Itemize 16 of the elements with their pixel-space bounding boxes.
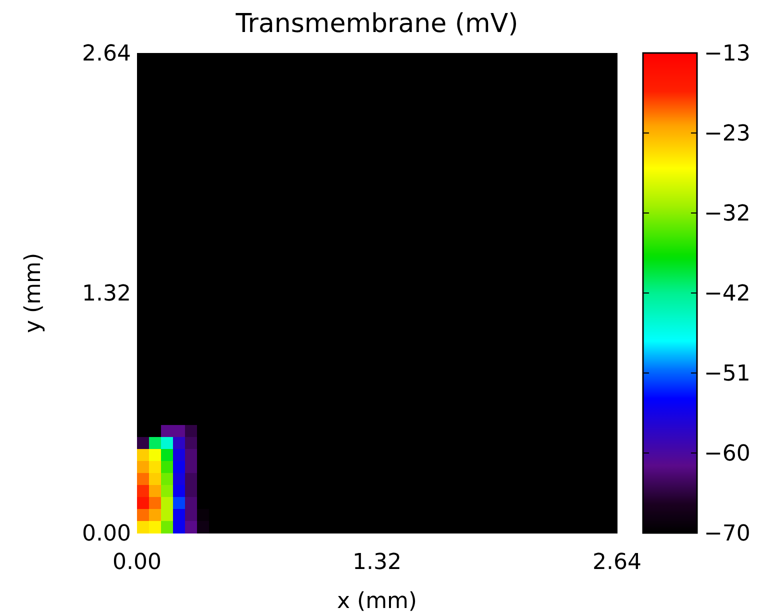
x-tick-label: 1.32 bbox=[352, 550, 402, 575]
x-tick-label: 2.64 bbox=[592, 550, 642, 575]
color-bar-label: −60 bbox=[704, 442, 750, 467]
color-bar-label: −32 bbox=[704, 202, 750, 227]
chart-title: Transmembrane (mV) bbox=[234, 9, 518, 39]
x-axis-title: x (mm) bbox=[336, 589, 418, 614]
color-bar-label: −23 bbox=[704, 122, 750, 147]
y-tick-label: 0.00 bbox=[82, 522, 131, 547]
y-tick-label: 1.32 bbox=[82, 282, 131, 307]
y-axis-title: y (mm) bbox=[21, 252, 46, 334]
color-bar-label: −13 bbox=[704, 42, 750, 67]
color-bar-label: −42 bbox=[704, 282, 750, 307]
x-tick-label: 0.00 bbox=[112, 550, 162, 575]
color-bar-label: −70 bbox=[704, 522, 750, 547]
y-tick-label: 2.64 bbox=[82, 42, 131, 67]
color-bar-label: −51 bbox=[704, 362, 750, 387]
